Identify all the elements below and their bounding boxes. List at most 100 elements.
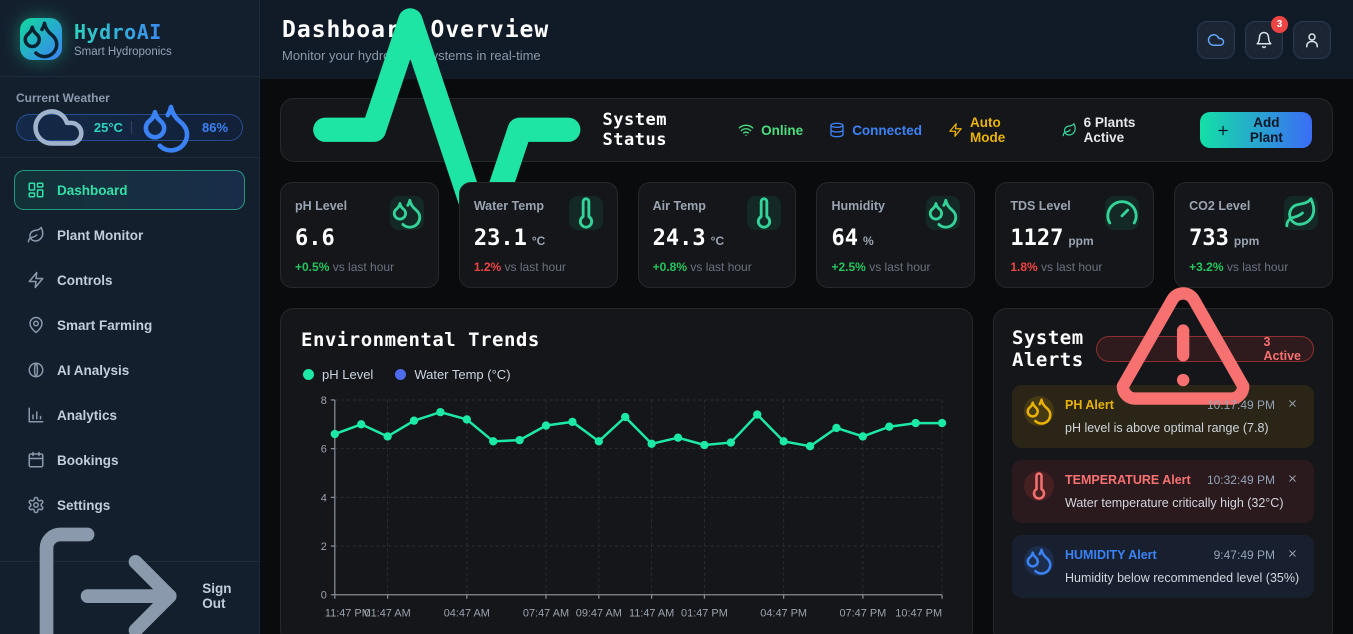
stat-value: 24.3 <box>652 226 706 251</box>
stat-label: CO2 Level <box>1189 199 1251 213</box>
stat-value: 733 <box>1189 226 1229 251</box>
alert-time: 9:47:49 PM <box>1213 547 1275 562</box>
sidebar-item-ai-analysis[interactable]: AI Analysis <box>14 350 245 390</box>
stat-card-ph-level: pH Level 6.6 +0.5% vs last hour <box>280 182 439 288</box>
system-status-title: System Status <box>602 110 667 150</box>
svg-text:07:47 AM: 07:47 AM <box>523 608 569 620</box>
sidebar-item-dashboard[interactable]: Dashboard <box>14 170 245 210</box>
alert-body: TEMPERATURE Alert 10:32:49 PM Water temper… <box>1065 471 1302 512</box>
sidebar-item-label: Plant Monitor <box>57 227 144 243</box>
stat-unit: °C <box>710 234 725 248</box>
alert-message: Humidity below recommended level (35%) <box>1065 571 1300 586</box>
thermometer-icon <box>747 196 782 230</box>
stat-delta: +0.8% <box>652 260 688 274</box>
stat-delta: +3.2% <box>1189 260 1224 274</box>
thermometer-icon <box>1024 471 1054 502</box>
stat-card-top: Air Temp <box>653 196 782 230</box>
alert-triangle-icon <box>1109 275 1257 423</box>
droplets-icon <box>1024 546 1054 577</box>
stat-card-co2-level: CO2 Level 733 ppm +3.2% vs last hour <box>1174 182 1333 288</box>
svg-text:01:47 AM: 01:47 AM <box>365 608 411 620</box>
bar-chart-icon <box>27 406 45 424</box>
alert-close-button[interactable] <box>1283 546 1302 563</box>
stat-delta-row: +3.2% vs last hour <box>1189 260 1318 274</box>
stat-delta: 1.8% <box>1010 260 1038 274</box>
notifications-button[interactable]: 3 <box>1245 15 1288 59</box>
log-out-icon <box>26 514 190 634</box>
svg-text:4: 4 <box>321 492 327 504</box>
cloud-icon <box>31 100 86 155</box>
alerts-list: PH Alert 10:17:49 PM pH level is above opt… <box>1012 385 1314 599</box>
zap-icon <box>948 122 963 138</box>
stat-label: Air Temp <box>652 199 706 213</box>
svg-text:6: 6 <box>321 444 327 456</box>
active-alerts-count: 3 Active <box>1263 335 1302 363</box>
activity-icon <box>301 0 593 276</box>
alert-time: 10:17:49 PM <box>1206 397 1275 412</box>
stat-delta-suffix: vs last hour <box>869 260 931 274</box>
status-6-plants-active: 6 Plants Active <box>1062 115 1174 145</box>
sidebar: HydroAI Smart Hydroponics Current Weathe… <box>0 0 260 634</box>
svg-text:01:47 PM: 01:47 PM <box>681 608 728 620</box>
close-icon <box>1287 473 1298 484</box>
alert-humidity-alert: HUMIDITY Alert 9:47:49 PM Humidity below r… <box>1012 535 1314 599</box>
stat-label: Humidity <box>831 199 885 213</box>
sidebar-item-plant-monitor[interactable]: Plant Monitor <box>14 215 245 255</box>
legend-item-water-temp-c[interactable]: Water Temp (°C) <box>395 367 511 382</box>
bell-icon <box>1255 31 1273 49</box>
add-plant-button[interactable]: Add Plant <box>1199 112 1312 148</box>
stat-value-row: 23.1 °C <box>474 226 603 251</box>
cloud-icon <box>1207 31 1225 49</box>
stat-card-top: Water Temp <box>474 196 603 230</box>
user-profile-button[interactable] <box>1293 20 1331 59</box>
stat-label: pH Level <box>295 199 348 213</box>
legend-item-ph-level[interactable]: pH Level <box>303 367 373 382</box>
sidebar-item-label: Settings <box>57 497 111 513</box>
zap-icon <box>27 271 45 289</box>
alert-close-button[interactable] <box>1283 471 1302 488</box>
main-column: Dashboard Overview Monitor your hydropon… <box>260 0 1353 634</box>
sidebar-item-label: Dashboard <box>57 182 128 198</box>
weather-pill: 25°C 86% <box>16 104 243 153</box>
sign-out-label: Sign Out <box>202 581 232 611</box>
alert-body: PH Alert 10:17:49 PM pH level is above opt… <box>1065 396 1302 437</box>
stat-value: 6.6 <box>295 226 335 251</box>
status-online: Online <box>738 122 803 138</box>
status-label: Online <box>761 122 804 138</box>
sidebar-item-controls[interactable]: Controls <box>14 260 245 300</box>
header-actions: 3 <box>1197 15 1331 59</box>
plus-icon <box>1216 123 1230 138</box>
system-status-items: Online Connected Auto Mode 6 Plants Active A… <box>738 112 1312 148</box>
sidebar-item-label: Bookings <box>57 452 119 468</box>
system-status-title-group: System Status <box>301 0 738 276</box>
svg-text:11:47 PM: 11:47 PM <box>325 608 371 620</box>
chart-title: Environmental Trends <box>301 329 540 351</box>
alert-title: HUMIDITY Alert <box>1065 547 1157 562</box>
legend-dot <box>395 369 407 380</box>
alert-title: PH Alert <box>1065 397 1114 412</box>
brand-text: HydroAI Smart Hydroponics <box>74 20 172 58</box>
stat-card-top: CO2 Level <box>1189 196 1318 230</box>
cloud-sync-button[interactable] <box>1197 20 1235 59</box>
svg-text:04:47 AM: 04:47 AM <box>444 608 490 620</box>
stat-delta-row: 1.8% vs last hour <box>1010 260 1139 274</box>
weather-temperature: 25°C <box>93 120 123 135</box>
stat-delta-row: 1.2% vs last hour <box>474 260 603 274</box>
add-plant-label: Add Plant <box>1249 115 1283 145</box>
sidebar-item-bookings[interactable]: Bookings <box>14 440 245 480</box>
main-content: System Status Online Connected Auto Mode 6 … <box>260 8 1353 634</box>
stat-delta-row: +2.5% vs last hour <box>831 260 960 274</box>
svg-text:07:47 PM: 07:47 PM <box>839 608 886 620</box>
stat-card-air-temp: Air Temp 24.3 °C +0.8% vs last hour <box>637 182 797 288</box>
brand-name: HydroAI <box>74 20 172 44</box>
stat-card-tds-level: TDS Level 1127 ppm 1.8% vs last hour <box>995 182 1155 288</box>
status-label: 6 Plants Active <box>1083 115 1136 145</box>
sidebar-item-analytics[interactable]: Analytics <box>14 395 245 435</box>
sign-out-button[interactable]: Sign Out <box>14 527 245 634</box>
sign-out-section: Sign Out <box>0 527 259 634</box>
stat-value-row: 733 ppm <box>1189 226 1318 251</box>
sidebar-item-settings[interactable]: Settings <box>14 485 245 525</box>
alert-close-button[interactable] <box>1283 396 1302 413</box>
sidebar-item-smart-farming[interactable]: Smart Farming <box>14 305 245 345</box>
